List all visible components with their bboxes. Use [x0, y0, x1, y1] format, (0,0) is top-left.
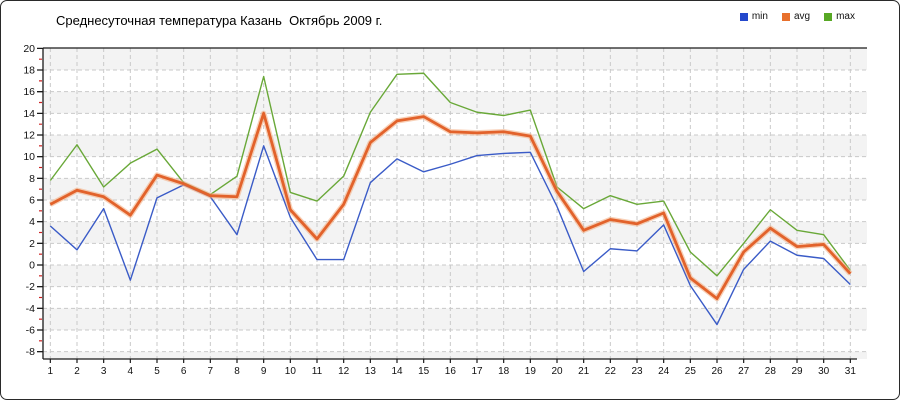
svg-text:7: 7: [208, 366, 214, 377]
svg-text:20: 20: [551, 366, 563, 377]
svg-text:18: 18: [23, 65, 35, 77]
svg-text:10: 10: [23, 151, 35, 163]
legend-swatch-avg: [781, 12, 790, 21]
legend-item-max: max: [824, 11, 855, 22]
svg-text:27: 27: [738, 366, 750, 377]
legend-label-min: min: [751, 11, 768, 22]
svg-text:8: 8: [234, 366, 240, 377]
svg-text:11: 11: [312, 366, 323, 377]
svg-text:20: 20: [23, 43, 35, 55]
svg-text:12: 12: [338, 366, 350, 377]
svg-text:-8: -8: [26, 346, 35, 358]
legend-swatch-max: [824, 12, 833, 21]
svg-text:24: 24: [658, 366, 670, 377]
svg-text:16: 16: [23, 86, 35, 98]
legend-label-max: max: [836, 11, 855, 22]
svg-text:16: 16: [445, 366, 457, 377]
svg-text:30: 30: [818, 366, 830, 377]
svg-text:15: 15: [418, 366, 430, 377]
svg-text:17: 17: [471, 366, 483, 377]
chart-title: Среднесуточная температура Казань Октябр…: [56, 13, 383, 28]
svg-text:26: 26: [711, 366, 723, 377]
svg-text:9: 9: [261, 366, 267, 377]
svg-text:19: 19: [525, 366, 537, 377]
svg-text:12: 12: [23, 130, 35, 142]
svg-text:13: 13: [365, 366, 377, 377]
legend-swatch-min: [739, 12, 748, 21]
svg-text:6: 6: [181, 366, 187, 377]
svg-text:0: 0: [29, 260, 35, 272]
legend-item-avg: avg: [781, 11, 811, 22]
svg-text:2: 2: [74, 366, 80, 377]
svg-text:25: 25: [685, 366, 697, 377]
svg-text:-4: -4: [26, 303, 35, 315]
x-axis-ticks: 1 2 3 4 5 6 7 8 9 10 11 12 13 14 15 16 17 18 19 20 21 22 23 24 2…: [48, 359, 857, 377]
legend: min avg max: [739, 11, 855, 22]
svg-text:18: 18: [498, 366, 510, 377]
svg-text:23: 23: [631, 366, 643, 377]
svg-text:4: 4: [29, 216, 35, 228]
series-avg-line: [49, 111, 852, 300]
svg-text:1: 1: [48, 366, 54, 377]
legend-label-avg: avg: [793, 11, 811, 22]
svg-text:31: 31: [845, 366, 857, 377]
svg-text:21: 21: [578, 366, 590, 377]
svg-text:14: 14: [23, 108, 35, 120]
svg-text:14: 14: [391, 366, 403, 377]
y-axis-minor-ticks: [39, 58, 42, 342]
svg-text:28: 28: [765, 366, 777, 377]
svg-text:5: 5: [154, 366, 160, 377]
svg-text:22: 22: [605, 366, 617, 377]
svg-text:29: 29: [791, 366, 803, 377]
svg-text:10: 10: [285, 366, 297, 377]
legend-item-min: min: [739, 11, 768, 22]
svg-text:3: 3: [101, 366, 107, 377]
svg-text:8: 8: [29, 173, 35, 185]
svg-text:-6: -6: [26, 324, 35, 336]
svg-text:2: 2: [29, 238, 35, 250]
svg-text:-2: -2: [26, 281, 35, 293]
svg-text:6: 6: [29, 195, 35, 207]
svg-text:4: 4: [128, 366, 134, 377]
